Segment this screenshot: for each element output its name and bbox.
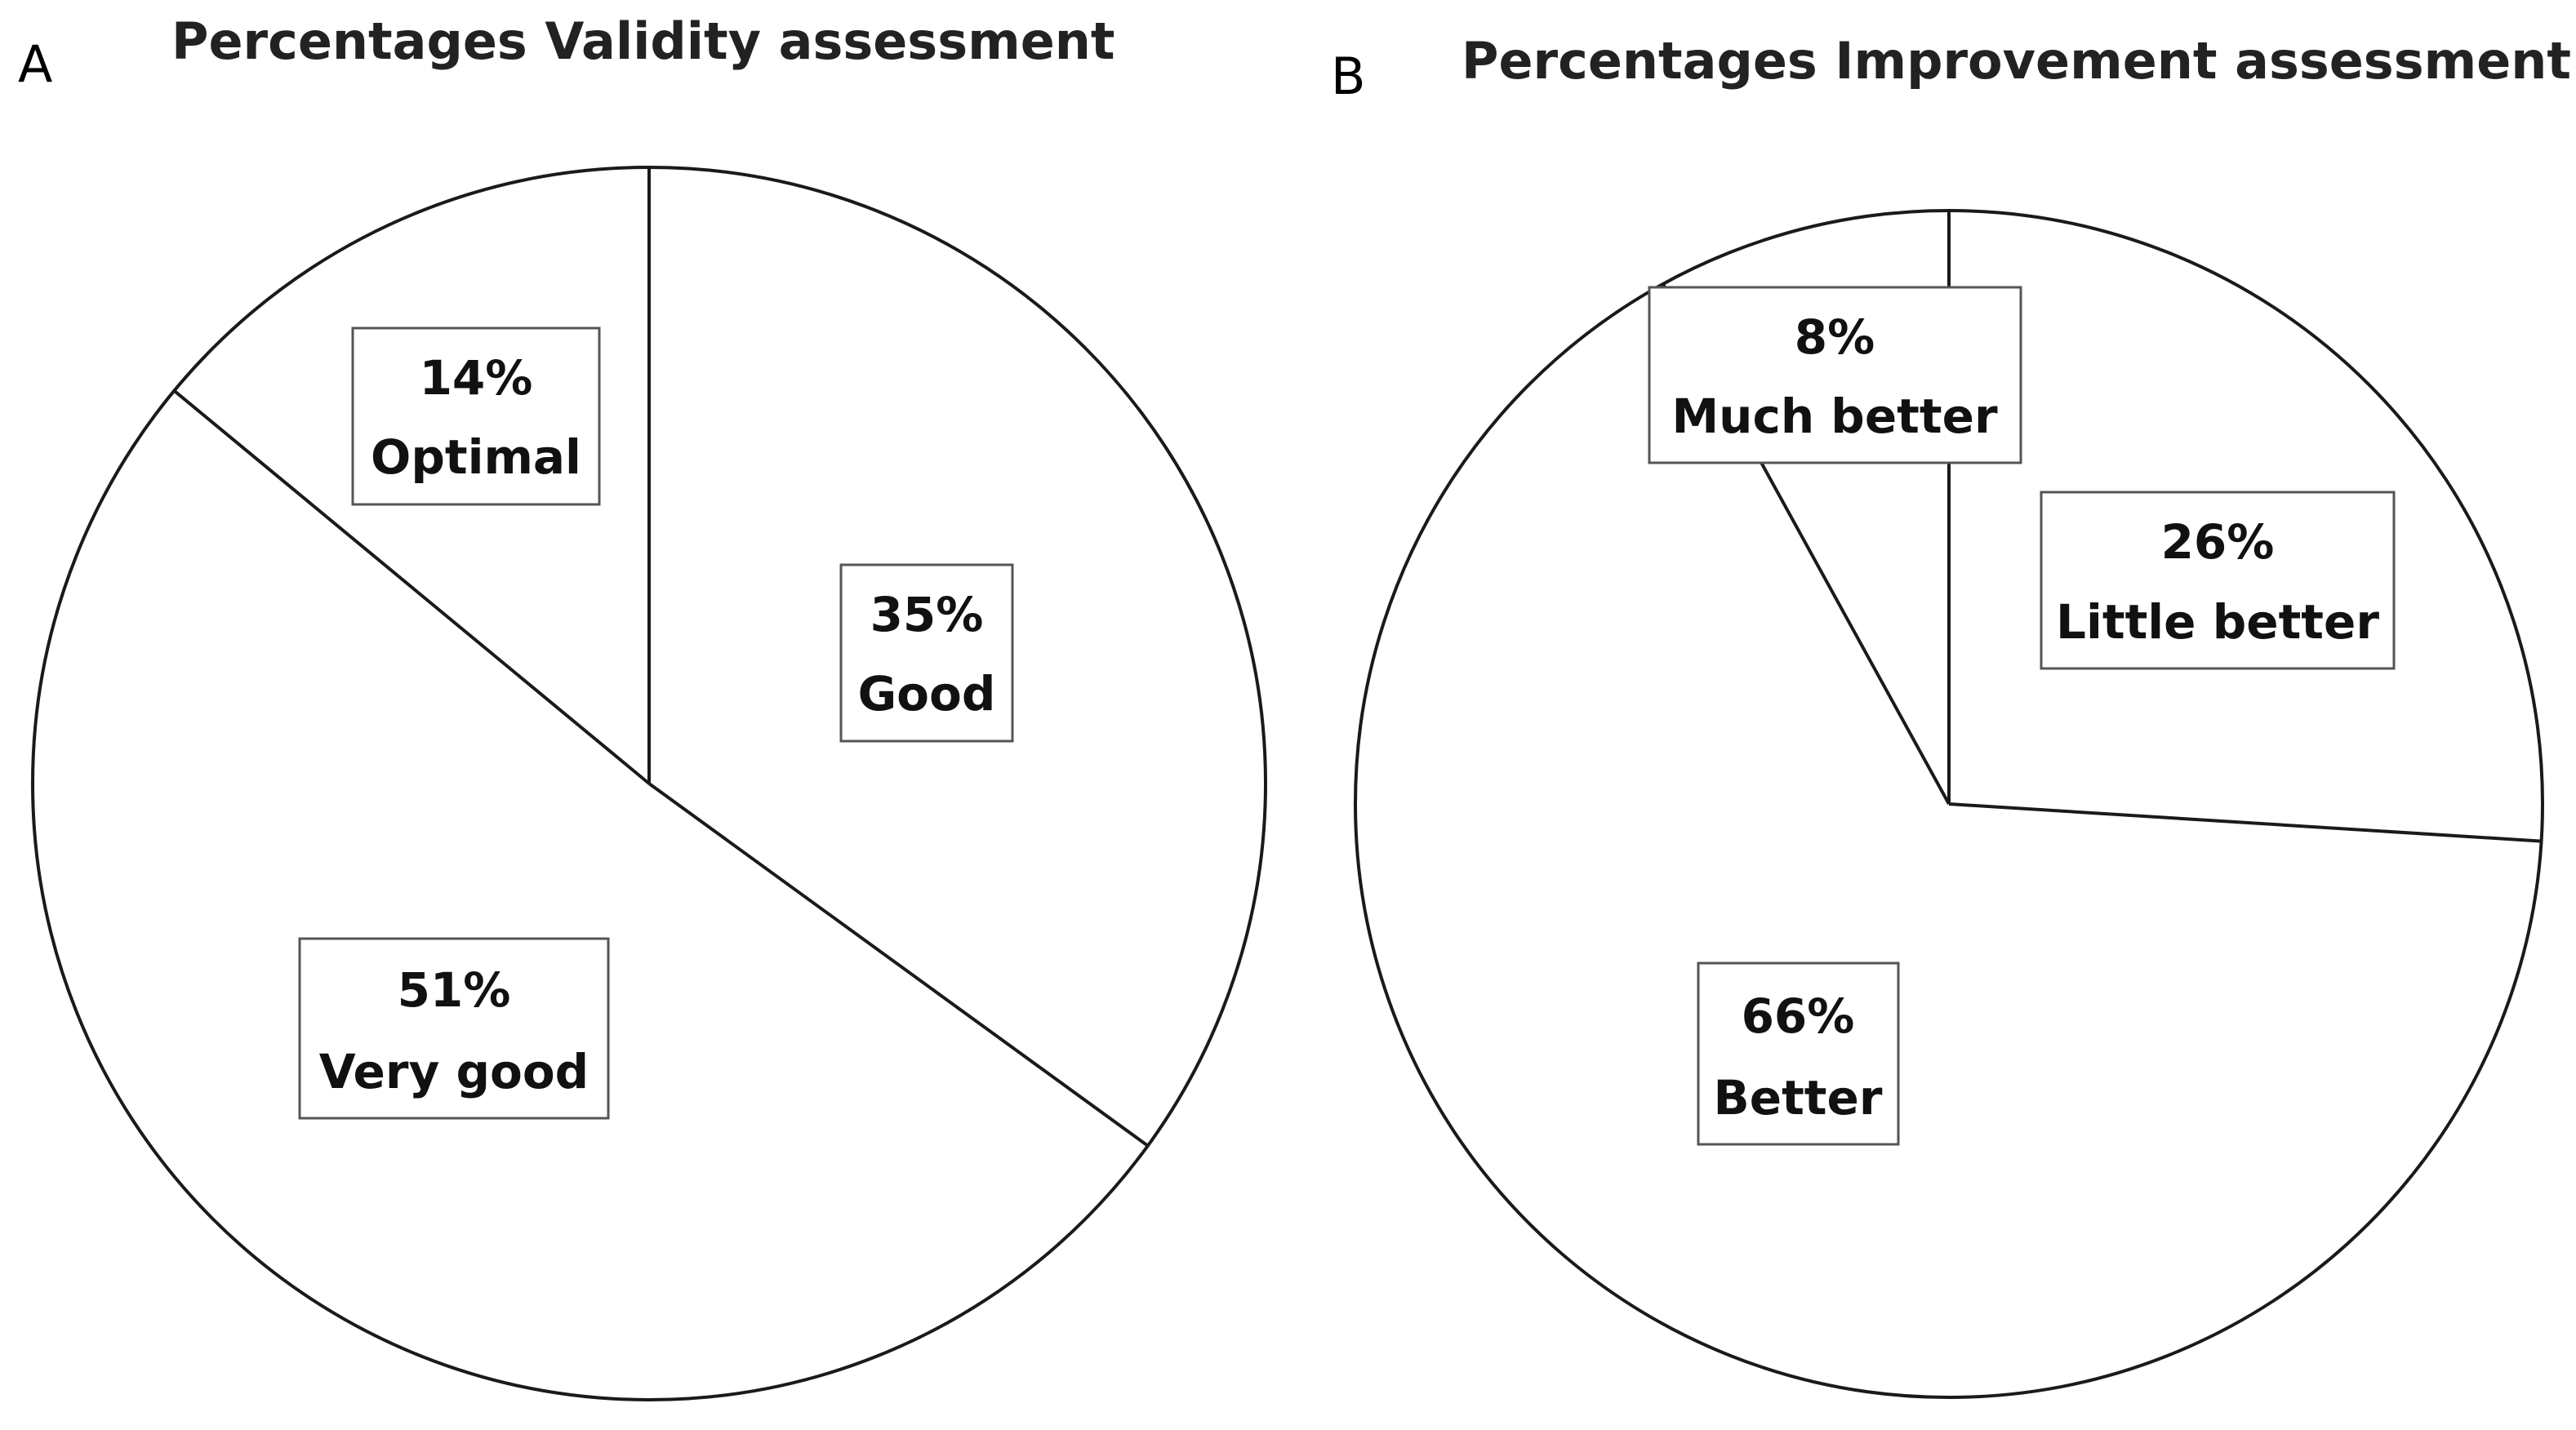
panel-a-slice-start-very-good <box>647 782 1149 1148</box>
panel-a-category-optimal: Optimal <box>371 429 581 485</box>
panel-a-title: Percentages Validity assessment <box>171 11 1115 71</box>
panel-b-label-little-better: 26% Little better <box>2040 491 2396 670</box>
panel-a-slice-dividers <box>173 167 1149 1148</box>
panel-a-label-box-good <box>839 563 1014 743</box>
panel-a-label-box-very-good <box>298 937 610 1120</box>
panel-b-label-box-little-better <box>2040 491 2396 670</box>
panel-a: A Percentages Validity assessment 35% Go… <box>18 11 1267 1401</box>
panel-a-value-very-good: 51% <box>398 962 511 1018</box>
panel-a-category-very-good: Very good <box>319 1044 589 1099</box>
panel-b-category-much-better: Much better <box>1671 389 1998 444</box>
panel-a-slice-start-optimal <box>173 389 651 785</box>
panel-b-category-little-better: Little better <box>2056 594 2379 650</box>
panel-a-category-good: Good <box>858 666 996 722</box>
panel-a-label-box-optimal <box>351 326 601 506</box>
panel-b-slice-start-better <box>1948 802 2542 843</box>
panel-b-letter: B <box>1331 47 1366 106</box>
panel-b: B Percentages Improvement assessment 26%… <box>1331 31 2571 1399</box>
panel-a-value-optimal: 14% <box>420 350 533 406</box>
panel-b-label-box-better <box>1697 961 1900 1146</box>
panel-b-label-better: 66% Better <box>1697 961 1900 1146</box>
panel-a-label-very-good: 51% Very good <box>298 937 610 1120</box>
panel-b-title: Percentages Improvement assessment <box>1462 31 2571 91</box>
panel-b-label-box-much-better <box>1648 286 2022 464</box>
panel-a-value-good: 35% <box>870 587 984 642</box>
panel-a-label-optimal: 14% Optimal <box>351 326 601 506</box>
panel-b-category-better: Better <box>1714 1070 1883 1126</box>
panel-b-label-much-better: 8% Much better <box>1648 286 2022 464</box>
panel-a-label-good: 35% Good <box>839 563 1014 743</box>
panel-b-value-much-better: 8% <box>1795 309 1875 365</box>
panel-b-value-little-better: 26% <box>2161 514 2275 570</box>
panel-a-letter: A <box>18 34 52 94</box>
panel-b-value-better: 66% <box>1742 988 1855 1044</box>
